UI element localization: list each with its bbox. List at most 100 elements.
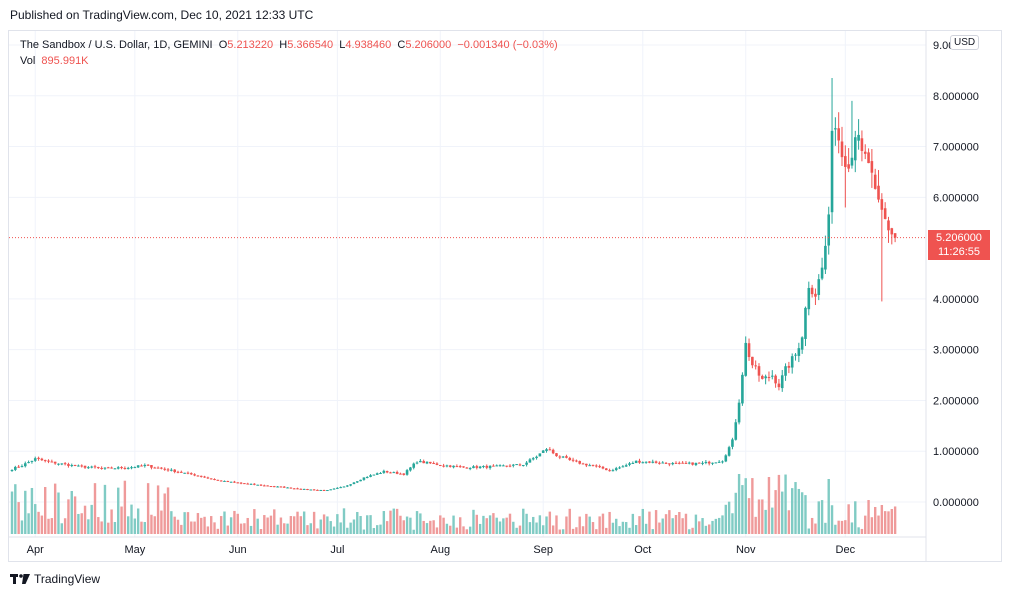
candle-body [887, 220, 890, 231]
candle-body [342, 486, 346, 488]
volume-bar [170, 511, 173, 534]
volume-bar [283, 523, 286, 534]
volume-bar [302, 511, 306, 534]
volume-bar [173, 516, 176, 534]
volume-bar [877, 515, 880, 534]
volume-bar [362, 529, 366, 534]
volume-bar [571, 528, 575, 534]
currency-button[interactable]: USD [950, 35, 980, 50]
volume-bar [684, 513, 688, 534]
candle-body [575, 460, 578, 462]
volume-bar [708, 524, 711, 534]
candle-body [160, 467, 163, 469]
volume-bar [27, 513, 30, 534]
volume-bar [611, 522, 615, 534]
candle-body [578, 461, 582, 464]
volume-bar [724, 504, 727, 534]
volume-bar [787, 510, 791, 534]
candle-body [654, 461, 658, 463]
volume-bar [605, 527, 608, 534]
candle-body [140, 465, 143, 467]
candle-body [604, 468, 608, 471]
volume-bar [372, 528, 376, 534]
candle-body [458, 466, 462, 468]
y-tick-label: 4.000000 [933, 294, 979, 306]
volume-bar [312, 511, 316, 534]
chart-frame[interactable] [8, 30, 1002, 562]
volume-bar [704, 525, 708, 534]
volume-bar [223, 511, 226, 534]
volume-bar [326, 516, 329, 534]
candle-body [774, 375, 777, 384]
candle-body [478, 466, 482, 469]
candle-body [379, 473, 382, 475]
candle-body [565, 456, 568, 458]
candle-body [814, 293, 817, 297]
volume-bar [279, 517, 283, 534]
candle-body [306, 489, 309, 491]
volume-bar [176, 519, 180, 534]
candle-body [309, 489, 313, 491]
volume-bar [804, 495, 807, 534]
candle-body [890, 228, 894, 235]
candle-body [286, 487, 289, 489]
candle-body [219, 480, 223, 482]
candle-body [611, 470, 615, 472]
volume-bar [661, 518, 664, 534]
volume-bar [545, 516, 548, 534]
candle-body [123, 468, 127, 470]
candle-body [824, 245, 827, 270]
candle-body [365, 477, 369, 479]
volume-bar [395, 508, 399, 534]
volume-bar [625, 522, 628, 534]
volume-bar [432, 520, 435, 534]
volume-bar [465, 529, 469, 534]
volume-bar [322, 514, 326, 534]
volume-bar [807, 528, 810, 534]
volume-bar [585, 513, 588, 534]
candle-body [495, 465, 499, 467]
volume-bar [844, 520, 847, 534]
volume-bar [462, 526, 465, 534]
candle-body [27, 462, 30, 464]
volume-bar [306, 525, 309, 534]
volume-bar [475, 514, 478, 534]
volume-bar [24, 490, 27, 534]
high-label: H [279, 39, 288, 51]
candle-body [863, 151, 867, 154]
volume-bar [316, 528, 319, 534]
candle-body [754, 365, 757, 367]
candle-body [110, 467, 113, 469]
volume-bar [621, 521, 625, 534]
candle-body [512, 464, 515, 466]
candle-body [588, 465, 591, 467]
candle-body [784, 366, 787, 376]
candle-body [352, 482, 356, 485]
footer[interactable]: TradingView [10, 572, 100, 586]
candle-body [259, 484, 263, 486]
volume-bar [588, 516, 591, 534]
volume-bar [578, 516, 581, 534]
candle-body [106, 467, 110, 469]
candle-body [316, 489, 319, 491]
candle-body [860, 138, 864, 151]
candle-body [541, 450, 545, 453]
candle-body [442, 465, 445, 467]
candle-body [452, 465, 455, 468]
volume-bar [817, 501, 820, 534]
volume-bar [615, 518, 618, 534]
x-tick-label: May [124, 544, 145, 556]
candle-body [186, 472, 190, 474]
candle-body [97, 467, 100, 469]
candle-body [870, 161, 874, 173]
volume-bar [382, 511, 386, 534]
volume-bar [834, 524, 837, 534]
volume-bar [293, 516, 296, 534]
candle-body [349, 484, 352, 486]
candle-body [621, 466, 625, 468]
volume-bar [289, 516, 293, 534]
candle-body [425, 461, 429, 464]
candle-body [531, 458, 535, 460]
volume-bar [694, 514, 698, 534]
